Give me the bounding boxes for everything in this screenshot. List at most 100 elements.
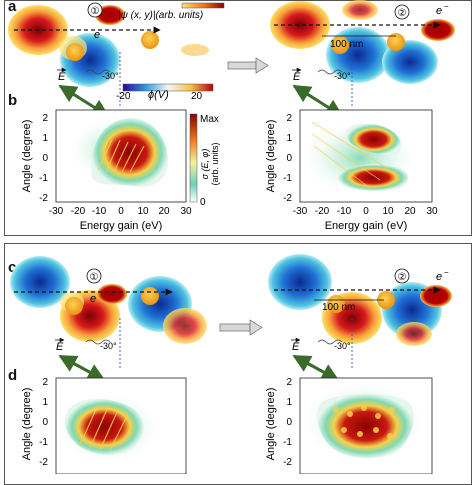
dipole-tail (181, 44, 209, 56)
dipole-lobe-red-c-right-2 (396, 322, 432, 346)
ytick: -1 (283, 437, 292, 448)
step-one-marker (87, 2, 103, 18)
plot-frame (55, 109, 187, 203)
nanosphere-gold-c-right-2 (377, 291, 395, 309)
y-axis-label-d-right: Angle (degree) (265, 388, 277, 461)
potential-min: -20 (116, 91, 131, 102)
nanosphere-gold (66, 43, 84, 61)
wavefunction-colorbar: |ψ (x, y)|(arb. units) (118, 2, 225, 21)
ytick: -2 (39, 193, 48, 204)
plot-frame-d-right (299, 377, 433, 474)
electron-out-sup-c: − (444, 268, 449, 277)
y-axis-label: Angle (degree) (21, 120, 33, 193)
electron-out-label: e (436, 5, 442, 17)
ytick: 1 (42, 397, 48, 408)
map-blob (91, 117, 169, 188)
ytick: 1 (286, 397, 292, 408)
field-arrow-up-right (292, 84, 313, 103)
spectrum-max: Max (200, 114, 219, 125)
ytick: -2 (283, 457, 292, 468)
map-blob-d (64, 398, 144, 456)
xtick: 20 (158, 206, 170, 217)
x-axis-label-right: Energy gain (eV) (325, 220, 408, 232)
wave-symbol-c (85, 339, 111, 345)
electron-out-sup: − (444, 2, 449, 11)
map-fringes-right (311, 121, 391, 189)
field-arrow-up (58, 84, 79, 103)
xtick: -20 (71, 206, 86, 217)
map-fringes-d (79, 404, 129, 451)
ytick: 2 (42, 377, 48, 388)
potential-bar (122, 83, 214, 92)
ytick: 1 (42, 133, 48, 144)
ytick: 2 (42, 113, 48, 124)
xtick: 20 (404, 206, 416, 217)
ytick: 0 (42, 153, 48, 164)
step-two-marker (394, 4, 410, 20)
spectrum-b-left-axes: 2 1 0 -1 -2 -30 -20 -10 0 10 20 30 Energ… (21, 113, 192, 232)
dipole-lobe-red-right-2 (342, 0, 378, 20)
nanosphere-gold-2 (141, 31, 159, 49)
field-label: E (58, 71, 66, 83)
electron-packet-c (97, 284, 127, 304)
step-one-marker-c (86, 268, 102, 284)
angle-label: -30° (102, 71, 119, 81)
scene-c-right: 100 nm ② e − E -30° (268, 254, 452, 382)
panel-label-a: a (8, 0, 17, 15)
nanosphere-gold-c-2 (141, 287, 159, 305)
xtick: 10 (137, 206, 149, 217)
nanosphere-gold-right-2 (387, 33, 405, 51)
step-two-label-c: ② (398, 272, 407, 283)
field-arrow-up-c (58, 354, 79, 372)
electron-packet (95, 5, 125, 25)
ytick: -2 (39, 457, 48, 468)
dipole-lobe-blue-c (10, 256, 70, 308)
electron-label-c: e (90, 293, 96, 305)
field-label-right: E (293, 71, 301, 83)
nanosphere-gold-right (331, 36, 349, 54)
ytick: -1 (39, 437, 48, 448)
potential-max: 20 (191, 91, 203, 102)
ytick: 0 (286, 417, 292, 428)
electron-packet-c-out (420, 285, 452, 307)
panel-label-b: b (8, 92, 18, 109)
ytick: 0 (42, 417, 48, 428)
transition-arrow-a (227, 57, 269, 74)
xtick: -30 (49, 206, 64, 217)
spectrum-min: 0 (200, 197, 206, 208)
spectrum-b-right-axes: 2 1 0 -1 -2 -30 -20 -10 0 10 20 30 Energ… (265, 113, 438, 232)
y-axis-label-right: Angle (degree) (265, 120, 277, 193)
spectrum-b-right (299, 109, 433, 203)
xtick: 0 (363, 206, 369, 217)
map-spots-d-right (333, 405, 395, 439)
figure: a b c d (4, 0, 472, 485)
x-axis-label: Energy gain (eV) (80, 220, 163, 232)
xtick: 10 (382, 206, 394, 217)
potential-colorbar: -20 ϕ(V) 20 (116, 83, 214, 102)
y-axis-label-d: Angle (degree) (21, 388, 33, 461)
spectrum-d-right (299, 377, 433, 474)
spectrum-b-left (55, 109, 187, 203)
ytick: 1 (286, 133, 292, 144)
electron-packet-out (421, 19, 455, 41)
distance-label-c: 100 nm (322, 302, 355, 313)
spectrum-d-right-axes: 2 1 0 -1 -2 Angle (degree) (265, 377, 292, 468)
panel-label-d: d (8, 367, 18, 384)
panel-label-c: c (8, 259, 17, 276)
angle-label-right: -30° (334, 71, 351, 81)
xtick: 30 (180, 206, 192, 217)
step-one-label-c: ① (90, 272, 99, 283)
spectrum-colorbar: Max 0 σ (E, φ) (arb. units) (189, 113, 220, 208)
xtick: 30 (426, 206, 438, 217)
xtick: -30 (293, 206, 308, 217)
field-arrow-up-c-right (292, 354, 313, 372)
field-label-c: E (56, 341, 64, 353)
step-two-marker-c (394, 268, 410, 284)
ytick: 2 (286, 377, 292, 388)
wave-symbol-right (317, 69, 343, 75)
xtick: -10 (92, 206, 107, 217)
figure-graphics: ① e E -30° |ψ (x, y)|(arb. units) -20 ϕ(… (8, 0, 455, 474)
spectrum-axis-label: σ (E, φ) (200, 149, 210, 180)
xtick: 0 (118, 206, 124, 217)
electron-label: e (94, 29, 100, 41)
